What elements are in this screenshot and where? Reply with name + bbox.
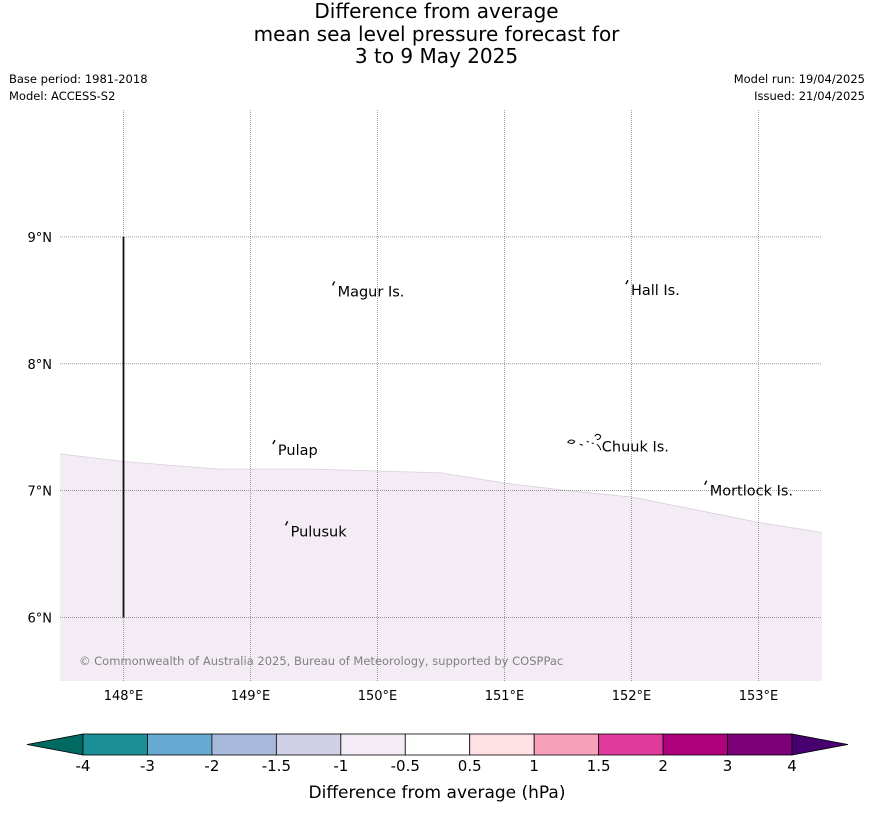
lon-label: 151°E: [485, 689, 525, 704]
colorbar-tick-label: 1.5: [587, 757, 611, 775]
island-outline: [567, 433, 602, 451]
place-label: Hall Is.: [631, 283, 680, 299]
colorbar-tick-label: 4: [787, 757, 797, 775]
issued-date: Issued: 21/04/2025: [754, 89, 865, 103]
colorbar-segment: [275, 733, 342, 756]
colorbar-tick-label: -2: [204, 757, 219, 775]
place-label: Magur Is.: [338, 284, 405, 300]
colorbar-segment: [533, 733, 600, 756]
chart-title: Difference from average mean sea level p…: [0, 0, 873, 68]
island-outline: [704, 480, 708, 485]
colorbar-segment: [211, 733, 277, 756]
island-outline: [272, 439, 276, 445]
colorbar: -4 -3 -2 -1.5 -1 -0.5 0.5 1 1.5 2 3 4: [26, 733, 849, 775]
colorbar-segment: [404, 733, 471, 756]
colorbar-tick-label: -1: [333, 757, 348, 775]
lat-label: 6°N: [28, 612, 53, 627]
title-line-3: 3 to 9 May 2025: [354, 44, 519, 68]
lon-label: 149°E: [231, 689, 271, 704]
title-line-2: mean sea level pressure forecast for: [253, 21, 620, 46]
colorbar-segment: [147, 733, 213, 756]
place-label: Pulap: [278, 443, 318, 459]
place-label: Mortlock Is.: [710, 484, 793, 500]
lon-label: 150°E: [358, 689, 398, 704]
colorbar-segment: [727, 733, 793, 756]
meta-right: Model run: 19/04/2025 Issued: 21/04/2025: [734, 71, 865, 105]
colorbar-tick-label: -3: [140, 757, 155, 775]
islands: [272, 279, 708, 526]
colorbar-segment: [662, 733, 728, 756]
lat-label: 7°N: [28, 485, 53, 500]
colorbar-tick-label: 3: [723, 757, 733, 775]
colorbar-over-arrow: [791, 733, 849, 756]
colorbar-tick-label: -4: [76, 757, 91, 775]
lat-label: 9°N: [28, 231, 53, 246]
lon-labels: 148°E 149°E 150°E 151°E 152°E 153°E: [104, 689, 779, 704]
graticule: [60, 110, 822, 681]
meta-left: Base period: 1981-2018 Model: ACCESS-S2: [9, 71, 148, 105]
colorbar-segment: [82, 733, 148, 756]
title-line-1: Difference from average: [314, 0, 559, 23]
place-label: Pulusuk: [291, 524, 348, 540]
base-period: Base period: 1981-2018: [9, 72, 148, 86]
colorbar-tick-label: 0.5: [458, 757, 482, 775]
model-name: Model: ACCESS-S2: [9, 89, 116, 103]
island-outline: [331, 281, 336, 286]
lon-label: 153°E: [739, 689, 779, 704]
island-outline: [625, 279, 629, 285]
lon-label: 152°E: [612, 689, 652, 704]
colorbar-under-arrow: [26, 733, 84, 756]
colorbar-tick-label: 2: [658, 757, 668, 775]
island-outline: [284, 520, 289, 526]
colorbar-segment: [469, 733, 535, 756]
place-label: Chuuk Is.: [602, 439, 669, 455]
colorbar-segment: [598, 733, 664, 756]
lat-labels: 9°N 8°N 7°N 6°N: [28, 231, 53, 627]
colorbar-tick-label: -1.5: [262, 757, 291, 775]
lat-label: 8°N: [28, 358, 53, 373]
place-labels: Magur Is. Hall Is. Pulap Chuuk Is. Mortlock …: [278, 283, 793, 540]
shaded-region: [60, 453, 822, 681]
colorbar-tick-label: -0.5: [391, 757, 420, 775]
colorbar-label: Difference from average (hPa): [309, 783, 566, 803]
model-run: Model run: 19/04/2025: [733, 72, 865, 86]
lon-label: 148°E: [104, 689, 144, 704]
colorbar-tick-label: 1: [529, 757, 539, 775]
colorbar-segment: [340, 733, 406, 756]
shaded-region-edge: [59, 453, 823, 533]
copyright-text: © Commonwealth of Australia 2025, Bureau…: [79, 654, 563, 668]
